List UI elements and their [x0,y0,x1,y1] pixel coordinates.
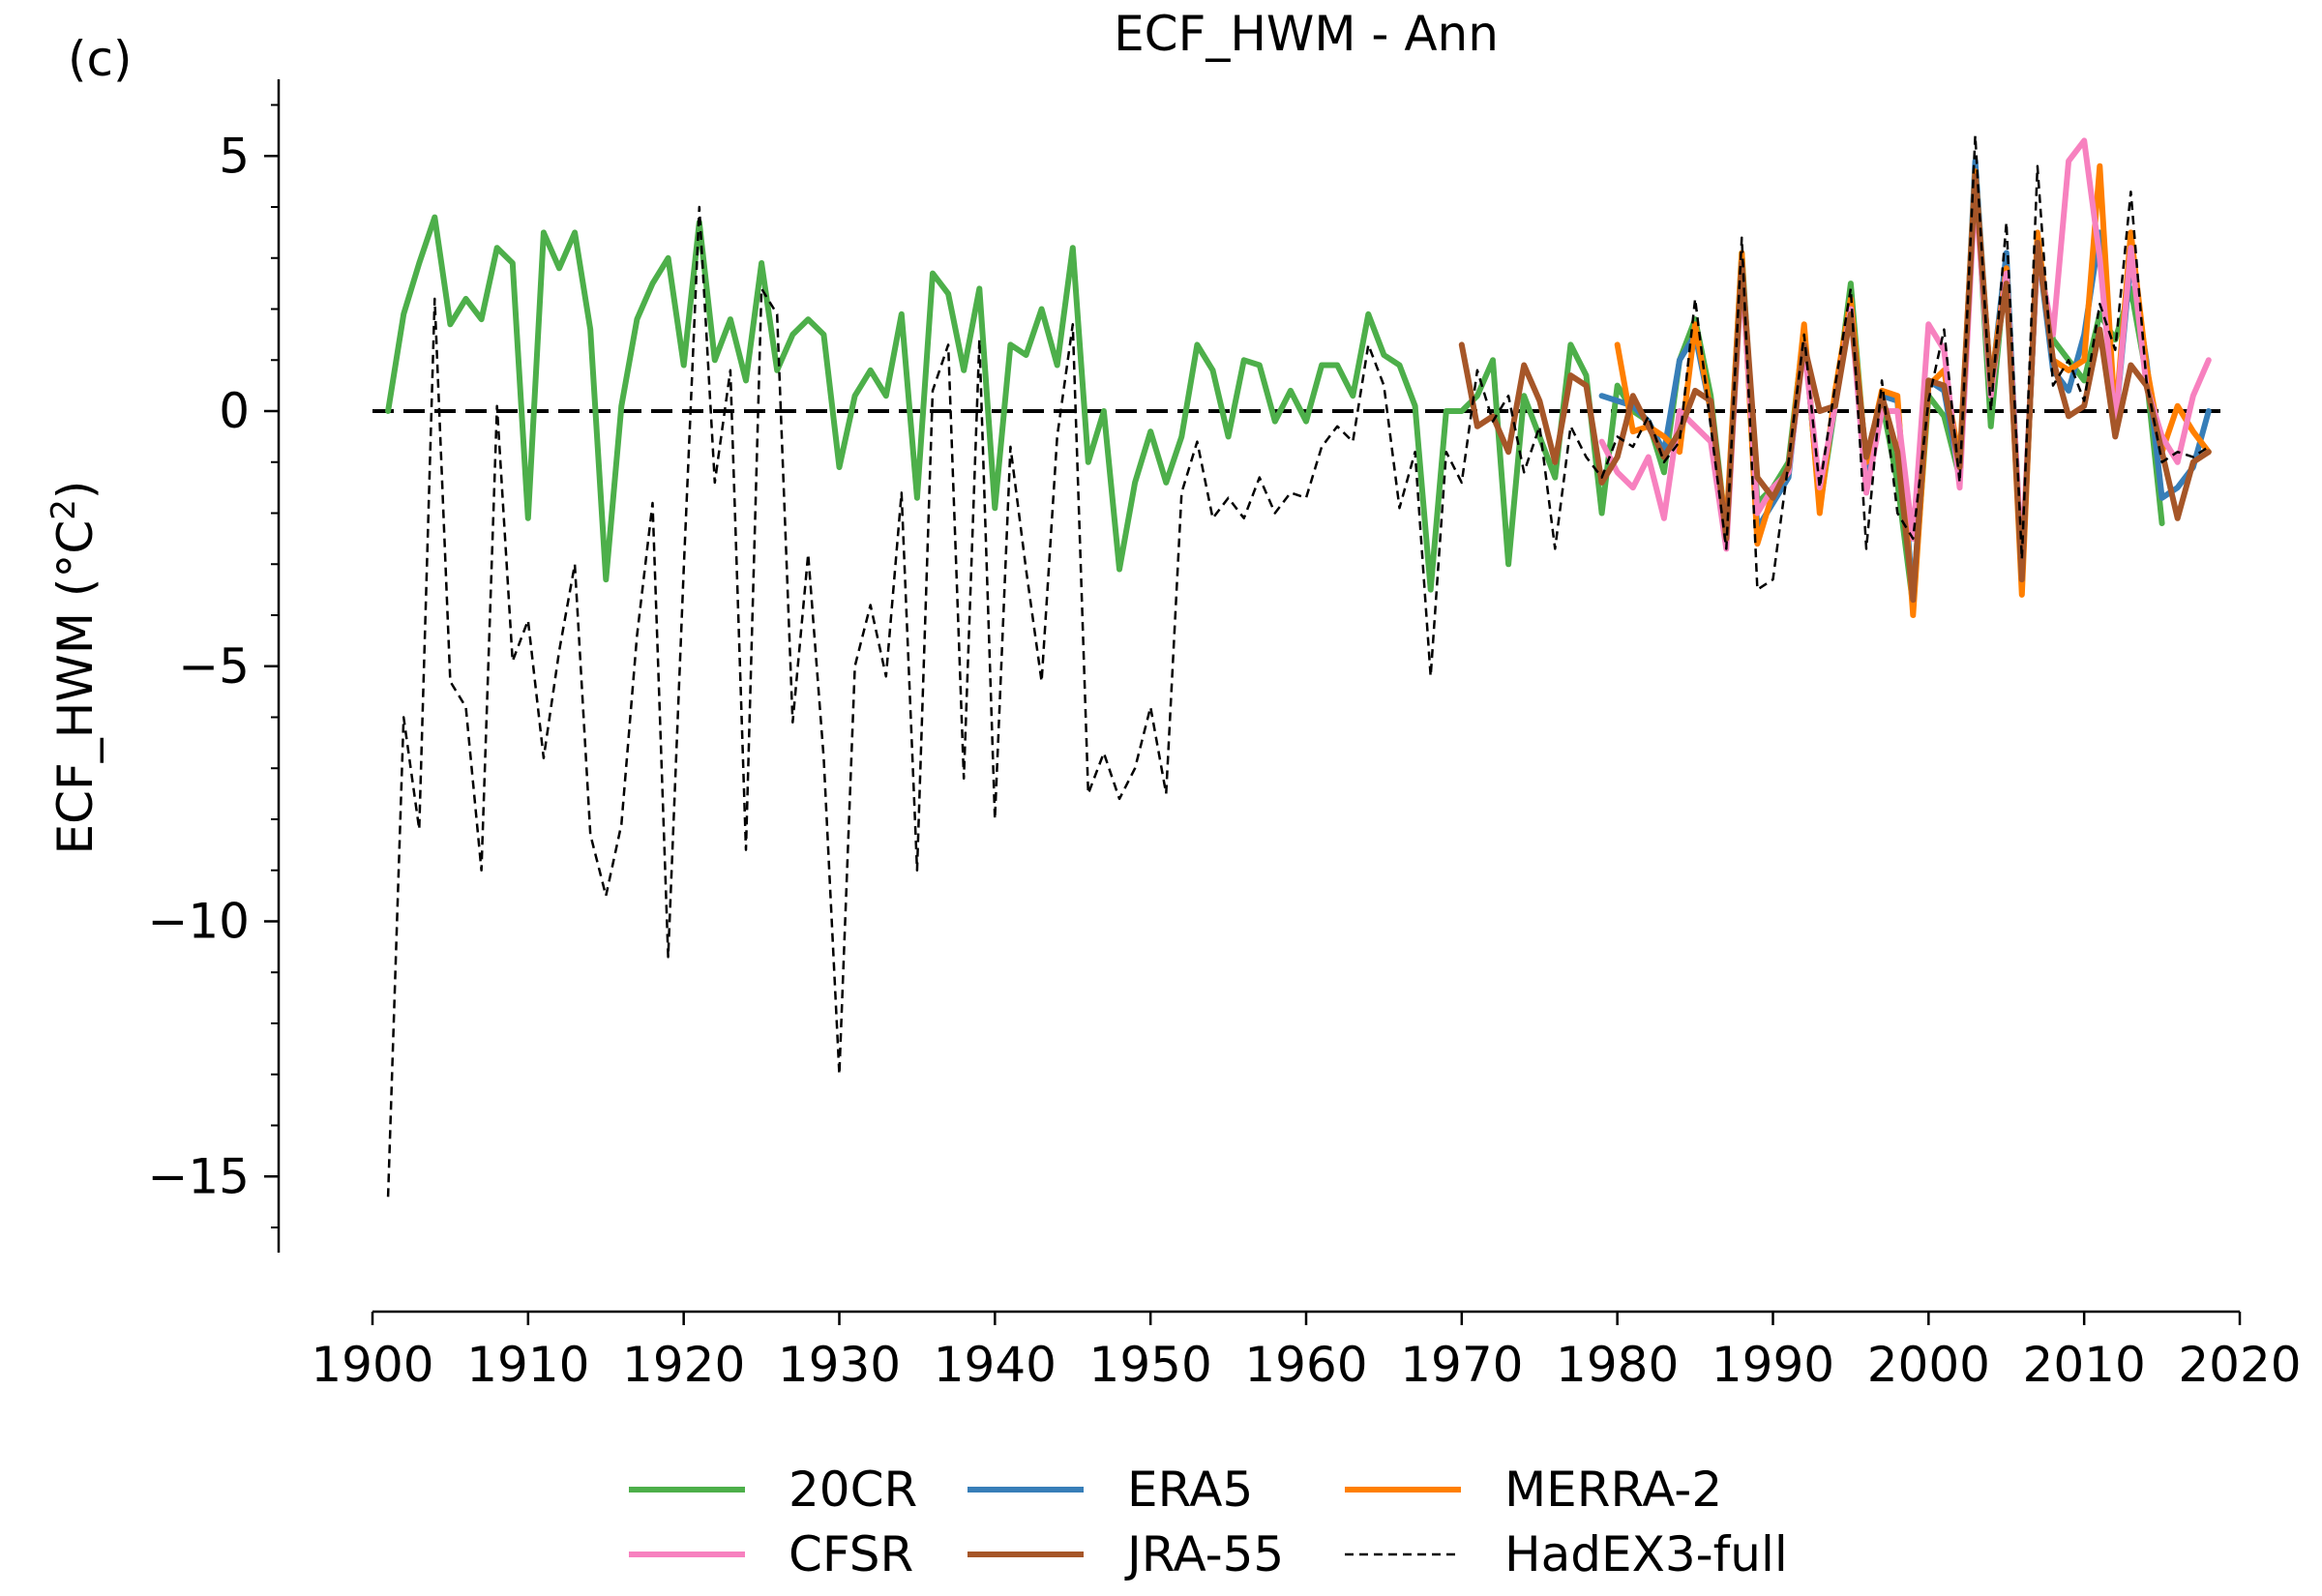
x-tick-label: 1980 [1556,1337,1679,1393]
legend-label-jra-55: JRA-55 [1124,1526,1284,1582]
x-tick-label: 1970 [1400,1337,1523,1393]
legend-label-era5: ERA5 [1127,1462,1253,1518]
series-line-jra-55 [1458,173,2212,604]
x-tick-label: 1950 [1089,1337,1212,1393]
data-series [385,133,2212,1197]
x-tick-label: 1940 [934,1337,1057,1393]
y-axis-label: ECF_HWM (°C2) [45,481,104,855]
y-tick-label: −5 [178,638,250,695]
axes: 5 0 −5 −10 −15 1900 1910 1920 1930 1940 1950 1960 19… [147,79,2302,1393]
x-tick-label: 1920 [622,1337,745,1393]
x-tick-label: 1960 [1244,1337,1367,1393]
x-tick-label: 1990 [1712,1337,1834,1393]
x-tick-label: 1910 [466,1337,589,1393]
legend-label-20cr: 20CR [789,1462,917,1518]
x-tick-label: 2000 [1867,1337,1990,1393]
y-tick-label: 0 [219,383,250,439]
chart-title: ECF_HWM - Ann [1114,6,1499,62]
x-tick-label: 1900 [311,1337,433,1393]
x-tick-label: 2020 [2178,1337,2301,1393]
panel-label: (c) [68,31,133,87]
x-tick-label: 2010 [2023,1337,2146,1393]
series-line-hadex3-full [386,133,2210,1197]
y-tick-label: −15 [147,1148,250,1204]
legend-label-hadex3-full: HadEX3-full [1504,1526,1788,1582]
legend-label-merra-2: MERRA-2 [1504,1462,1722,1518]
legend-label-cfsr: CFSR [789,1526,913,1582]
series-line-cfsr [1598,137,2212,568]
x-tick-label: 1930 [778,1337,901,1393]
y-tick-label: 5 [219,128,250,184]
y-tick-label: −10 [147,894,250,950]
series-line-20cr [385,163,2165,608]
legend: 20CR CFSR ERA5 JRA-55 MERRA-2 HadEX3-full [629,1462,1788,1582]
